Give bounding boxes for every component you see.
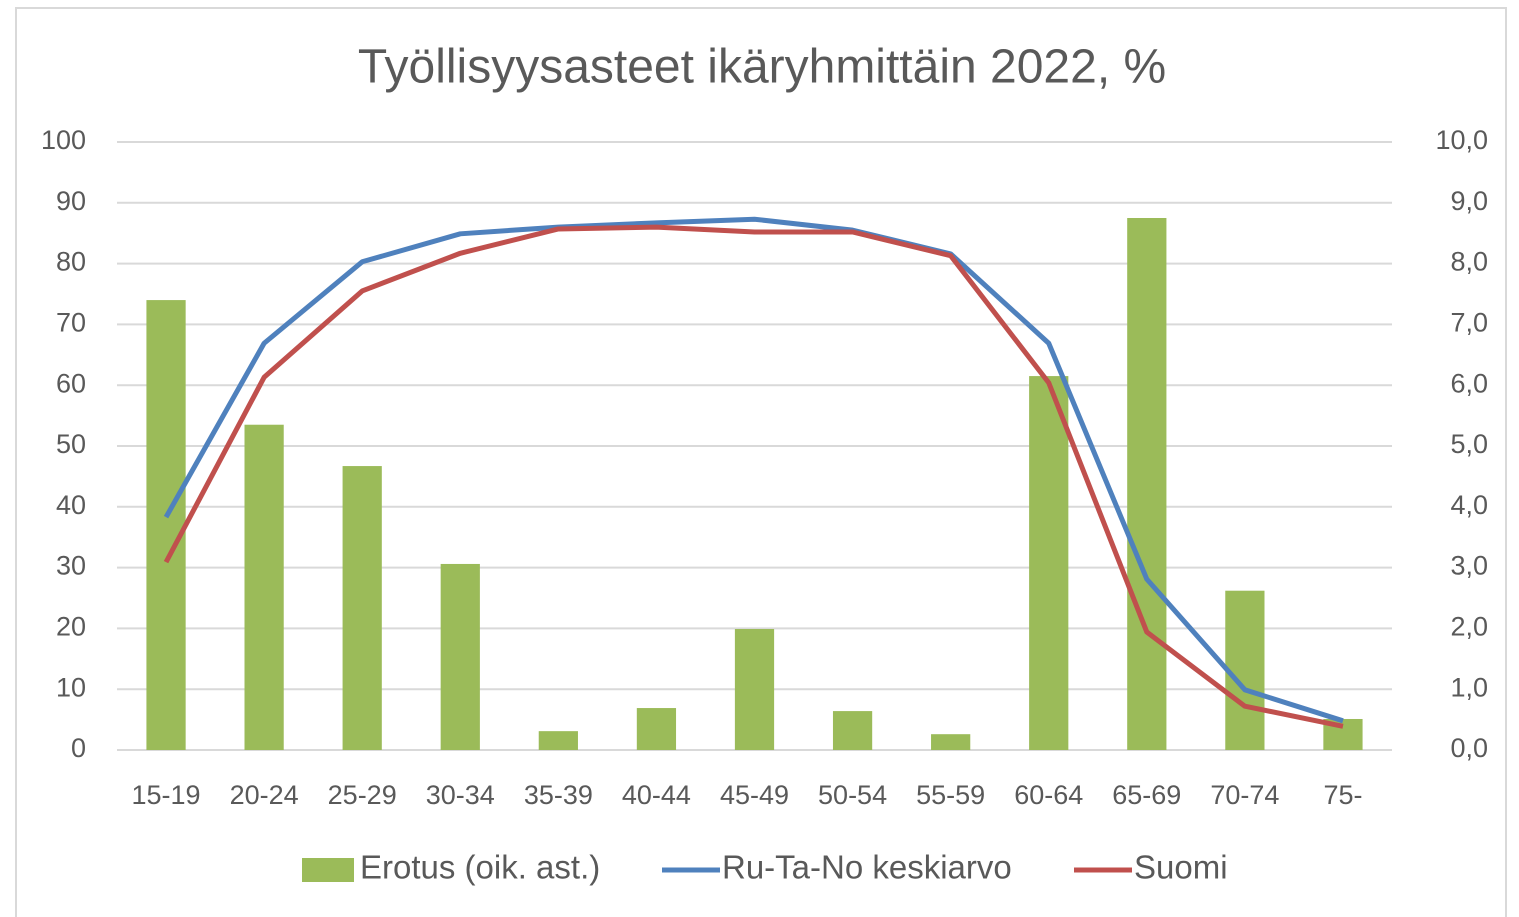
bar — [1127, 218, 1167, 750]
y-tick-label: 30 — [56, 551, 86, 581]
x-tick-label: 35-39 — [524, 780, 593, 810]
y-tick-label: 10 — [56, 672, 86, 702]
y2-tick-label: 3,0 — [1450, 551, 1488, 581]
legend-swatch — [302, 858, 354, 882]
bar — [636, 708, 677, 750]
y2-tick-label: 2,0 — [1450, 612, 1488, 642]
bar — [1225, 590, 1265, 750]
bar — [244, 424, 284, 750]
y2-tick-label: 6,0 — [1450, 368, 1488, 398]
bar — [342, 466, 382, 750]
y2-tick-label: 5,0 — [1450, 429, 1488, 459]
legend-label: Erotus (oik. ast.) — [360, 849, 600, 886]
x-tick-label: 55-59 — [916, 780, 985, 810]
y-tick-label: 70 — [56, 308, 86, 338]
x-tick-label: 20-24 — [230, 780, 299, 810]
bar — [734, 629, 775, 750]
x-tick-label: 15-19 — [132, 780, 201, 810]
bar — [1029, 376, 1069, 750]
x-tick-label: 75- — [1323, 780, 1362, 810]
y-tick-label: 20 — [56, 612, 86, 642]
y-tick-label: 90 — [56, 186, 86, 216]
y-tick-label: 80 — [56, 247, 86, 277]
y-tick-label: 40 — [56, 490, 86, 520]
y-tick-label: 100 — [41, 125, 86, 155]
bar — [832, 711, 873, 750]
y-tick-label: 50 — [56, 429, 86, 459]
y2-tick-label: 7,0 — [1450, 308, 1488, 338]
y-tick-label: 60 — [56, 368, 86, 398]
chart-title: Työllisyysasteet ikäryhmittäin 2022, % — [358, 41, 1166, 94]
x-tick-label: 45-49 — [720, 780, 789, 810]
y2-tick-label: 9,0 — [1450, 186, 1488, 216]
x-tick-label: 70-74 — [1210, 780, 1279, 810]
bar — [931, 734, 971, 750]
y-tick-label: 0 — [71, 733, 86, 763]
x-tick-label: 30-34 — [426, 780, 495, 810]
y2-tick-label: 1,0 — [1450, 672, 1488, 702]
bar — [440, 563, 480, 750]
x-tick-label: 50-54 — [818, 780, 887, 810]
line — [163, 216, 1344, 724]
x-tick-label: 40-44 — [622, 780, 691, 810]
x-tick-label: 60-64 — [1014, 780, 1083, 810]
y2-tick-label: 8,0 — [1450, 247, 1488, 277]
x-tick-label: 25-29 — [328, 780, 397, 810]
y2-tick-label: 10,0 — [1435, 125, 1488, 155]
legend-label: Ru-Ta-No keskiarvo — [722, 849, 1012, 886]
line — [163, 224, 1344, 729]
y2-tick-label: 4,0 — [1450, 490, 1488, 520]
bar — [146, 300, 186, 750]
x-tick-label: 65-69 — [1112, 780, 1181, 810]
legend-label: Suomi — [1134, 849, 1228, 886]
y2-tick-label: 0,0 — [1450, 733, 1488, 763]
bar — [538, 731, 578, 750]
